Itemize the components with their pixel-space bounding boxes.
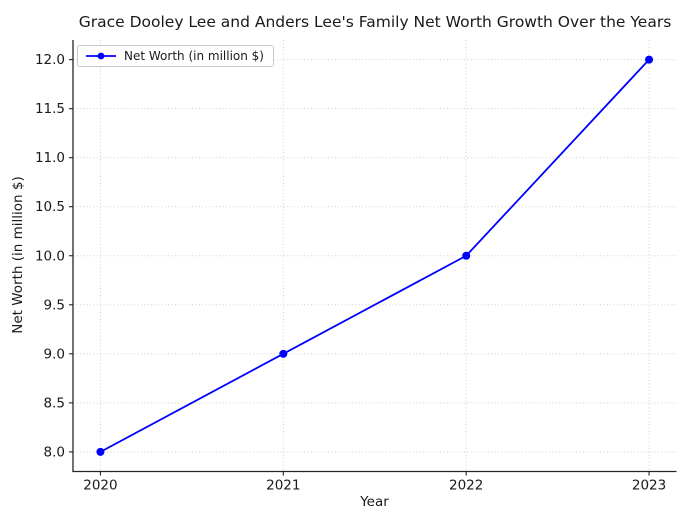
y-tick-label: 9.5 (44, 297, 65, 313)
data-point-marker (462, 251, 471, 260)
axes-spines (72, 40, 677, 473)
data-point-marker (279, 349, 288, 358)
x-tick-label: 2021 (266, 478, 300, 494)
y-axis-label: Net Worth (in million $) (10, 176, 26, 334)
y-tick-label: 8.0 (44, 444, 65, 460)
axis-ticks: 2020 2021 2022 2023 8.0 8.5 9.0 9.5 10.0 10.5 11.0… (35, 52, 666, 493)
legend-label: Net Worth (in million $) (124, 49, 264, 63)
y-tick-label: 10.0 (35, 248, 65, 264)
y-tick-label: 12.0 (35, 52, 65, 68)
chart-title: Grace Dooley Lee and Anders Lee's Family… (78, 13, 672, 31)
y-tick-label: 10.5 (35, 199, 65, 215)
y-tick-label: 11.0 (35, 150, 65, 166)
legend: Net Worth (in million $) (77, 45, 274, 67)
x-tick-label: 2020 (83, 478, 117, 494)
y-tick-label: 9.0 (44, 346, 65, 362)
data-point-marker (645, 55, 654, 64)
net-worth-line (100, 58, 650, 453)
x-axis-label: Year (360, 494, 389, 510)
y-tick-label: 8.5 (44, 395, 65, 411)
x-tick-label: 2023 (632, 478, 666, 494)
data-point-marker (96, 447, 105, 456)
x-tick-label: 2022 (449, 478, 483, 494)
legend-line-marker-icon (86, 52, 116, 60)
y-tick-label: 11.5 (35, 101, 65, 117)
gridlines (73, 40, 677, 472)
